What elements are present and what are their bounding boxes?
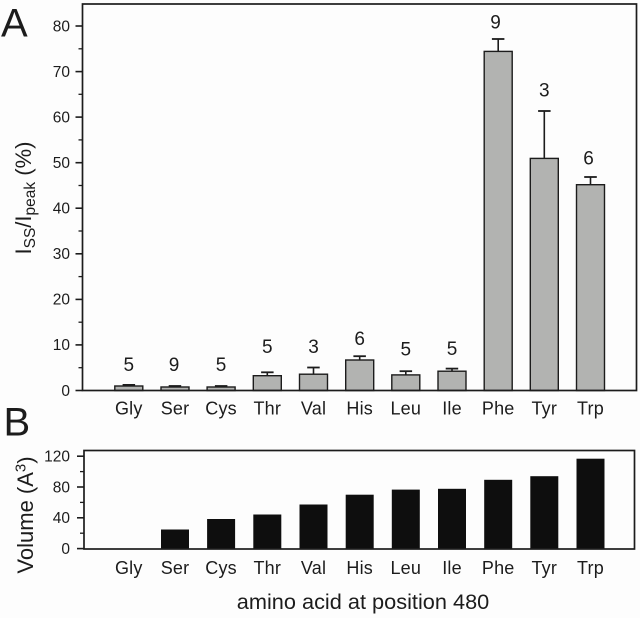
svg-text:Trp: Trp bbox=[577, 558, 604, 578]
svg-text:30: 30 bbox=[53, 246, 71, 263]
svg-text:40: 40 bbox=[53, 510, 71, 527]
svg-text:His: His bbox=[346, 399, 373, 419]
svg-text:70: 70 bbox=[53, 64, 71, 81]
svg-text:3: 3 bbox=[308, 337, 319, 358]
svg-text:120: 120 bbox=[44, 449, 70, 466]
svg-text:Cys: Cys bbox=[205, 399, 237, 419]
svg-text:Leu: Leu bbox=[390, 558, 421, 578]
svg-text:0: 0 bbox=[61, 383, 70, 400]
svg-text:Tyr: Tyr bbox=[531, 558, 557, 578]
svg-text:B: B bbox=[4, 401, 31, 445]
svg-text:Ser: Ser bbox=[161, 558, 190, 578]
svg-text:Leu: Leu bbox=[390, 399, 421, 419]
svg-text:0: 0 bbox=[61, 541, 70, 558]
svg-text:Ser: Ser bbox=[161, 399, 190, 419]
svg-text:9: 9 bbox=[169, 355, 180, 376]
svg-text:10: 10 bbox=[53, 337, 71, 354]
svg-text:5: 5 bbox=[262, 337, 273, 358]
svg-text:Ile: Ile bbox=[442, 399, 462, 419]
svg-text:5: 5 bbox=[401, 340, 412, 361]
svg-text:Phe: Phe bbox=[482, 558, 515, 578]
svg-text:Volume (A3): Volume (A3) bbox=[13, 456, 39, 573]
svg-text:amino acid at position 480: amino acid at position 480 bbox=[237, 591, 490, 614]
svg-text:Val: Val bbox=[301, 399, 326, 419]
svg-text:3: 3 bbox=[539, 80, 550, 101]
svg-text:Cys: Cys bbox=[205, 558, 237, 578]
svg-text:Ile: Ile bbox=[442, 558, 462, 578]
svg-text:60: 60 bbox=[53, 109, 71, 126]
svg-text:50: 50 bbox=[53, 155, 71, 172]
svg-text:Gly: Gly bbox=[115, 399, 143, 419]
svg-text:5: 5 bbox=[216, 355, 227, 376]
svg-text:Val: Val bbox=[301, 558, 326, 578]
svg-text:Gly: Gly bbox=[115, 558, 143, 578]
svg-text:80: 80 bbox=[53, 479, 71, 496]
svg-text:His: His bbox=[346, 558, 373, 578]
svg-text:5: 5 bbox=[124, 355, 135, 376]
svg-text:9: 9 bbox=[490, 13, 501, 34]
svg-text:Trp: Trp bbox=[577, 399, 604, 419]
svg-text:A: A bbox=[1, 2, 28, 46]
svg-text:80: 80 bbox=[53, 18, 71, 35]
svg-text:Thr: Thr bbox=[253, 399, 281, 419]
svg-text:40: 40 bbox=[53, 201, 71, 218]
svg-text:Thr: Thr bbox=[253, 558, 281, 578]
svg-text:6: 6 bbox=[354, 329, 365, 350]
svg-text:6: 6 bbox=[583, 149, 594, 170]
svg-text:5: 5 bbox=[447, 339, 458, 360]
svg-text:Tyr: Tyr bbox=[531, 399, 557, 419]
svg-text:20: 20 bbox=[53, 292, 71, 309]
svg-text:Phe: Phe bbox=[482, 399, 515, 419]
